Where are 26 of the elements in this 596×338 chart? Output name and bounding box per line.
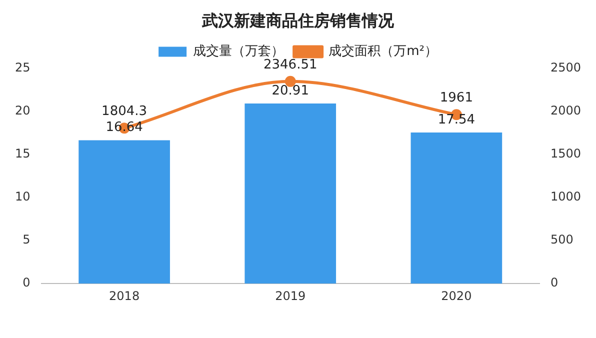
x-tick-label: 2018 [109,288,140,303]
data-label: 1961 [440,90,473,106]
data-label: 17.54 [438,112,476,128]
y-tick-label: 20 [14,103,30,118]
y2-tick-label: 500 [550,232,574,247]
y2-tick-label: 2500 [550,60,582,74]
y2-tick-label: 1500 [550,146,582,160]
y-tick-label: 10 [14,190,30,204]
data-label: 20.91 [272,83,309,98]
y2-tick-label: 0 [550,276,558,290]
data-label: 2346.51 [263,57,318,72]
y2-tick-label: 2000 [550,103,582,118]
data-label: 1804.3 [102,104,148,120]
chart-title: 武汉新建商品住房销售情况 [201,10,395,30]
y-tick-label: 15 [14,146,30,160]
x-tick-label: 2019 [275,288,306,303]
legend-label: 成交量（万套） [193,43,284,60]
bar [244,103,336,284]
y-tick-label: 5 [22,232,30,247]
legend-label: 成交面积（万m²） [328,43,438,60]
x-tick-label: 2020 [441,288,472,303]
y-tick-label: 0 [22,276,30,290]
bar [78,140,170,284]
y2-tick-label: 1000 [550,190,582,204]
y-tick-label: 25 [14,60,30,74]
bar [410,132,502,284]
